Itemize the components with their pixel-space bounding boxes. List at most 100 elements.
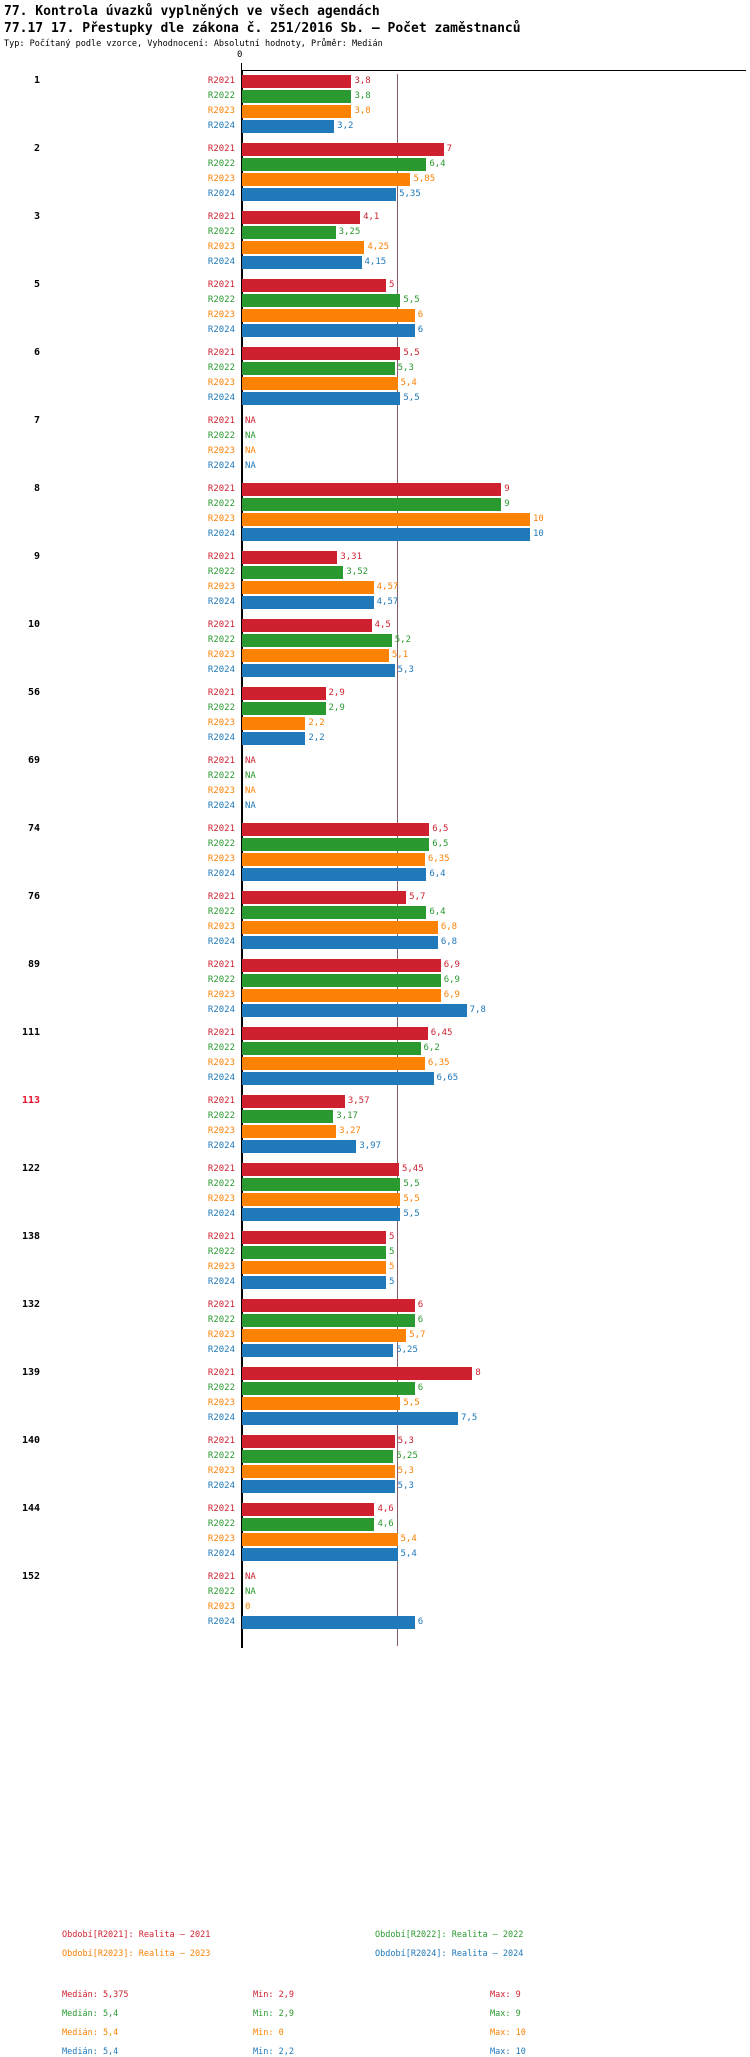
bar-6-r2022[interactable]	[242, 362, 395, 375]
bar-9-r2024[interactable]	[242, 596, 374, 609]
bar-56-r2021[interactable]	[242, 687, 326, 700]
bar-139-r2023[interactable]	[242, 1397, 401, 1410]
stat-min-0: Min: 2,9	[253, 1990, 294, 2000]
bar-value-label: 5,3	[397, 363, 414, 373]
bar-76-r2022[interactable]	[242, 906, 427, 919]
chart-row: R2023 5,4	[0, 376, 750, 391]
bar-113-r2023[interactable]	[242, 1125, 337, 1138]
bar-111-r2023[interactable]	[242, 1057, 425, 1070]
bar-113-r2021[interactable]	[242, 1095, 345, 1108]
bar-3-r2022[interactable]	[242, 226, 336, 239]
bar-138-r2024[interactable]	[242, 1276, 386, 1289]
bar-111-r2021[interactable]	[242, 1027, 428, 1040]
bar-144-r2024[interactable]	[242, 1548, 398, 1561]
bar-value-label: 5,7	[409, 892, 426, 902]
chart-row: R2022 6	[0, 1381, 750, 1396]
bar-56-r2022[interactable]	[242, 702, 326, 715]
chart-row: R2024 5	[0, 1275, 750, 1290]
bar-9-r2021[interactable]	[242, 551, 338, 564]
bar-10-r2021[interactable]	[242, 619, 372, 632]
bar-56-r2023[interactable]	[242, 717, 306, 730]
chart-row: R2023 6	[0, 308, 750, 323]
bar-132-r2022[interactable]	[242, 1314, 415, 1327]
chart-row: R2024 2,2	[0, 731, 750, 746]
bar-10-r2023[interactable]	[242, 649, 389, 662]
bar-140-r2022[interactable]	[242, 1450, 394, 1463]
bar-132-r2024[interactable]	[242, 1344, 394, 1357]
bar-113-r2024[interactable]	[242, 1140, 357, 1153]
bar-2-r2021[interactable]	[242, 143, 444, 156]
bar-74-r2023[interactable]	[242, 853, 425, 866]
bar-89-r2021[interactable]	[242, 959, 441, 972]
series-label-r2023: R2023	[207, 446, 235, 456]
bar-140-r2024[interactable]	[242, 1480, 395, 1493]
bar-9-r2023[interactable]	[242, 581, 374, 594]
bar-value-label: 3,57	[347, 1096, 370, 1106]
bar-139-r2021[interactable]	[242, 1367, 473, 1380]
bar-8-r2021[interactable]	[242, 483, 502, 496]
bar-138-r2023[interactable]	[242, 1261, 386, 1274]
bar-122-r2021[interactable]	[242, 1163, 399, 1176]
bar-value-label: 4,5	[374, 620, 391, 630]
bar-111-r2024[interactable]	[242, 1072, 434, 1085]
bar-113-r2022[interactable]	[242, 1110, 334, 1123]
bar-122-r2023[interactable]	[242, 1193, 401, 1206]
bar-76-r2024[interactable]	[242, 936, 438, 949]
bar-10-r2022[interactable]	[242, 634, 392, 647]
bar-10-r2024[interactable]	[242, 664, 395, 677]
bar-value-label: 3,2	[337, 121, 354, 131]
chart-row: R2021 3,8	[0, 74, 750, 89]
bar-140-r2021[interactable]	[242, 1435, 395, 1448]
bar-2-r2023[interactable]	[242, 173, 411, 186]
series-label-r2021: R2021	[207, 620, 235, 630]
bar-6-r2023[interactable]	[242, 377, 398, 390]
bar-122-r2022[interactable]	[242, 1178, 401, 1191]
bar-144-r2021[interactable]	[242, 1503, 375, 1516]
bar-6-r2024[interactable]	[242, 392, 401, 405]
bar-74-r2022[interactable]	[242, 838, 430, 851]
bar-111-r2022[interactable]	[242, 1042, 421, 1055]
bar-132-r2021[interactable]	[242, 1299, 415, 1312]
bar-value-label: 4,57	[376, 582, 399, 592]
bar-139-r2024[interactable]	[242, 1412, 458, 1425]
bar-1-r2023[interactable]	[242, 105, 352, 118]
bar-8-r2022[interactable]	[242, 498, 502, 511]
bar-3-r2021[interactable]	[242, 211, 361, 224]
bar-1-r2022[interactable]	[242, 90, 352, 103]
bar-74-r2024[interactable]	[242, 868, 427, 881]
bar-5-r2024[interactable]	[242, 324, 415, 337]
bar-8-r2024[interactable]	[242, 528, 530, 541]
group-label-10: 10	[27, 619, 40, 630]
bar-152-r2024[interactable]	[242, 1616, 415, 1629]
bar-138-r2022[interactable]	[242, 1246, 386, 1259]
bar-2-r2024[interactable]	[242, 188, 397, 201]
chart-row: R2021 5	[0, 278, 750, 293]
bar-3-r2024[interactable]	[242, 256, 362, 269]
bar-89-r2022[interactable]	[242, 974, 441, 987]
bar-140-r2023[interactable]	[242, 1465, 395, 1478]
bar-76-r2023[interactable]	[242, 921, 438, 934]
bar-132-r2023[interactable]	[242, 1329, 407, 1342]
bar-5-r2023[interactable]	[242, 309, 415, 322]
series-label-r2024: R2024	[207, 597, 235, 607]
bar-144-r2022[interactable]	[242, 1518, 375, 1531]
bar-8-r2023[interactable]	[242, 513, 530, 526]
bar-138-r2021[interactable]	[242, 1231, 386, 1244]
bar-2-r2022[interactable]	[242, 158, 427, 171]
series-label-r2024: R2024	[207, 665, 235, 675]
bar-5-r2021[interactable]	[242, 279, 386, 292]
bar-3-r2023[interactable]	[242, 241, 365, 254]
bar-139-r2022[interactable]	[242, 1382, 415, 1395]
bar-74-r2021[interactable]	[242, 823, 430, 836]
bar-122-r2024[interactable]	[242, 1208, 401, 1221]
bar-89-r2024[interactable]	[242, 1004, 467, 1017]
bar-76-r2021[interactable]	[242, 891, 407, 904]
bar-6-r2021[interactable]	[242, 347, 401, 360]
bar-9-r2022[interactable]	[242, 566, 344, 579]
bar-89-r2023[interactable]	[242, 989, 441, 1002]
bar-5-r2022[interactable]	[242, 294, 401, 307]
bar-144-r2023[interactable]	[242, 1533, 398, 1546]
bar-1-r2024[interactable]	[242, 120, 335, 133]
bar-1-r2021[interactable]	[242, 75, 352, 88]
bar-56-r2024[interactable]	[242, 732, 306, 745]
